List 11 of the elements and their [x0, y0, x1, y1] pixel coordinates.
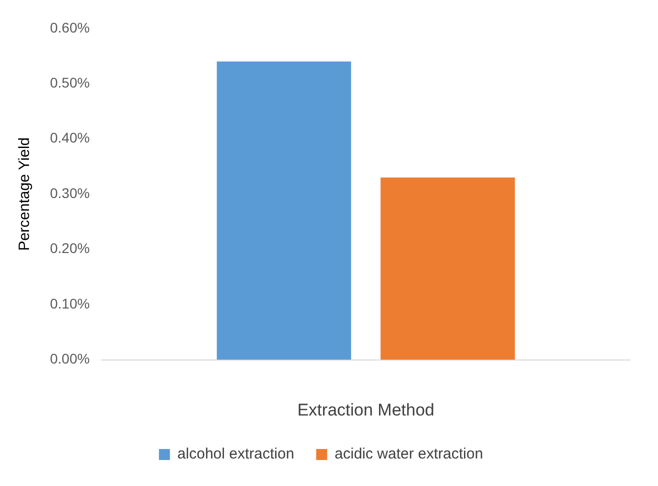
y-axis-title: Percentage Yield	[16, 137, 34, 251]
y-tick-label: 0.20%	[50, 240, 90, 256]
y-tick-label: 0.30%	[50, 184, 90, 201]
legend-label: acidic water extraction	[334, 446, 484, 463]
y-tick-label: 0.60%	[50, 19, 90, 36]
y-tick-label: 0.00%	[50, 350, 90, 367]
legend-label: alcohol extraction	[177, 446, 294, 463]
y-tick-label: 0.50%	[50, 74, 90, 90]
y-tick-label: 0.40%	[50, 130, 90, 146]
y-tick-label: 0.10%	[50, 295, 90, 312]
x-axis-title: Extraction Method	[297, 400, 434, 420]
